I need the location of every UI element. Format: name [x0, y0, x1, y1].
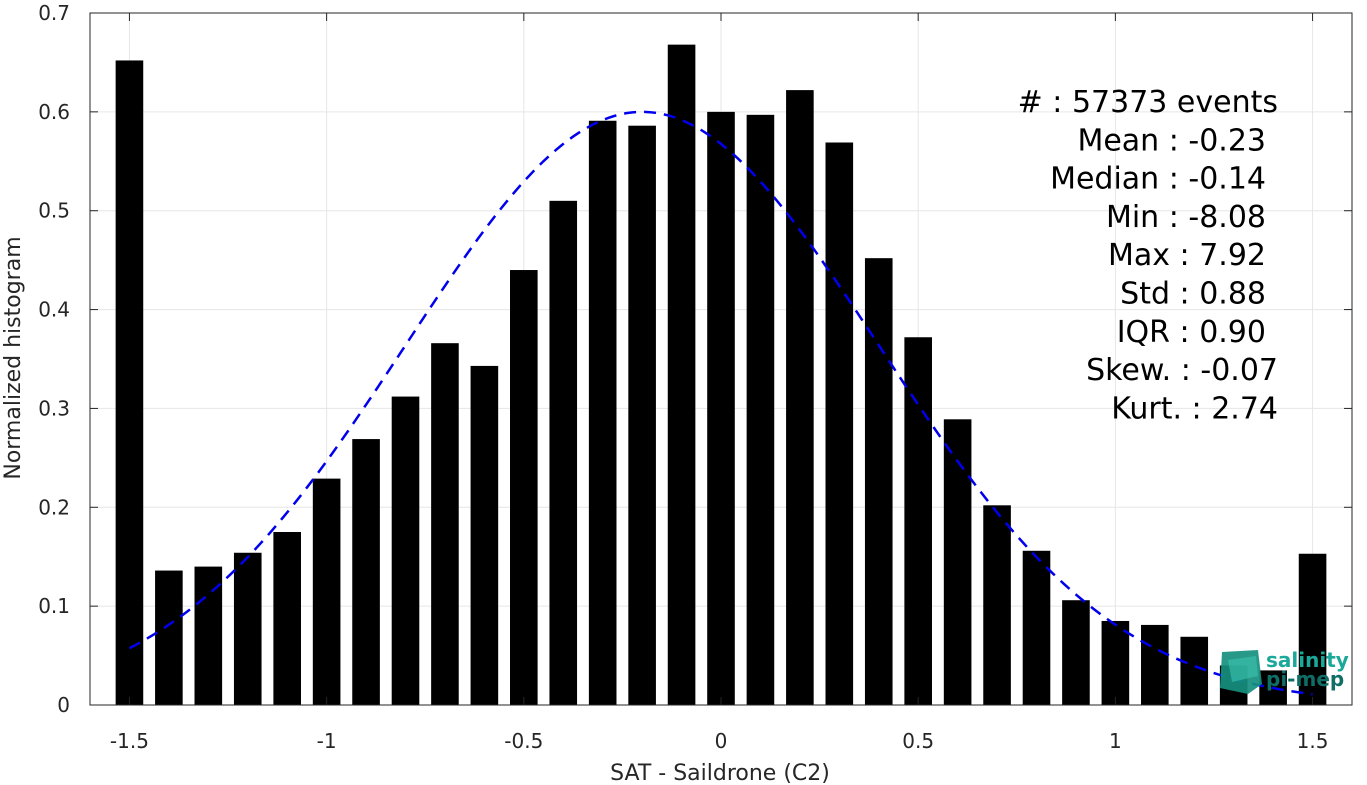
histogram-bar — [549, 200, 578, 706]
histogram-bar — [1101, 620, 1130, 705]
y-tick-label: 0 — [57, 693, 70, 717]
histogram-bar — [273, 532, 301, 705]
stat-line: Std : 0.88 — [1120, 277, 1266, 312]
x-tick-label: -1.5 — [110, 729, 149, 753]
histogram-bar — [904, 337, 932, 705]
axis-ticks: -1.5 -1 -0.5 0 0.5 1 1.5 0 0.1 0.2 0.3 0.4 0.5 0.6 0.7 — [38, 1, 1352, 753]
histogram-bar — [1298, 553, 1327, 705]
y-tick-label: 0.4 — [38, 298, 70, 322]
stat-line: Median : -0.14 — [1050, 162, 1266, 197]
histogram-bar — [943, 419, 972, 705]
histogram-bar — [864, 258, 893, 705]
histogram-bar — [983, 505, 1011, 705]
histogram-bar — [312, 478, 341, 705]
stat-line: # : 57373 events — [1018, 85, 1278, 120]
x-tick-label: 1.5 — [1297, 729, 1329, 753]
histogram-bar — [1022, 550, 1051, 705]
stat-line: IQR : 0.90 — [1117, 315, 1266, 350]
stat-line: Mean : -0.23 — [1077, 123, 1266, 158]
histogram-bar — [707, 111, 735, 706]
histogram-bar — [115, 60, 144, 706]
stat-line: Min : -8.08 — [1106, 200, 1266, 235]
histogram-bar — [786, 90, 814, 705]
y-tick-label: 0.3 — [38, 396, 70, 420]
histogram-bar — [746, 114, 775, 705]
y-tick-label: 0.2 — [38, 495, 70, 519]
histogram-bar — [352, 439, 380, 705]
y-axis-label: Normalized histogram — [1, 236, 26, 479]
histogram-bar — [510, 270, 538, 705]
y-tick-label: 0.7 — [38, 1, 70, 25]
histogram-bar — [628, 125, 656, 705]
x-tick-label: -1 — [317, 729, 337, 753]
stat-line: Max : 7.92 — [1108, 238, 1266, 273]
stat-line: Skew. : -0.07 — [1086, 353, 1278, 388]
stat-line: Kurt. : 2.74 — [1111, 391, 1278, 426]
histogram-bar — [233, 552, 262, 705]
histogram-bar — [431, 343, 459, 705]
histogram-bar — [1062, 600, 1090, 705]
histogram-bar — [155, 570, 183, 705]
logo-text-salinity: salinity — [1266, 648, 1349, 672]
histogram-bar — [1141, 624, 1169, 705]
x-tick-label: 0 — [715, 729, 728, 753]
x-tick-label: 1 — [1109, 729, 1122, 753]
bars — [115, 44, 1327, 706]
gaussian-fit-curve — [128, 110, 1313, 696]
x-axis-label: SAT - Saildrone (C2) — [610, 761, 830, 785]
logo-text-pimep: pi-mep — [1266, 667, 1344, 691]
x-tick-label: 0.5 — [902, 729, 934, 753]
histogram-bar — [391, 396, 420, 705]
y-tick-label: 0.6 — [38, 100, 70, 124]
logo-shape-highlight-icon — [1228, 656, 1258, 682]
histogram-bar — [194, 566, 223, 705]
x-tick-label: -0.5 — [504, 729, 543, 753]
histogram-bar — [1180, 636, 1209, 705]
histogram-bar — [825, 142, 854, 705]
salinity-pimep-logo: salinity pi-mep — [1220, 648, 1349, 694]
histogram-bar — [588, 120, 617, 706]
y-tick-label: 0.5 — [38, 199, 70, 223]
histogram-bar — [470, 365, 499, 705]
histogram-bar — [667, 44, 696, 706]
y-tick-label: 0.1 — [38, 594, 70, 618]
